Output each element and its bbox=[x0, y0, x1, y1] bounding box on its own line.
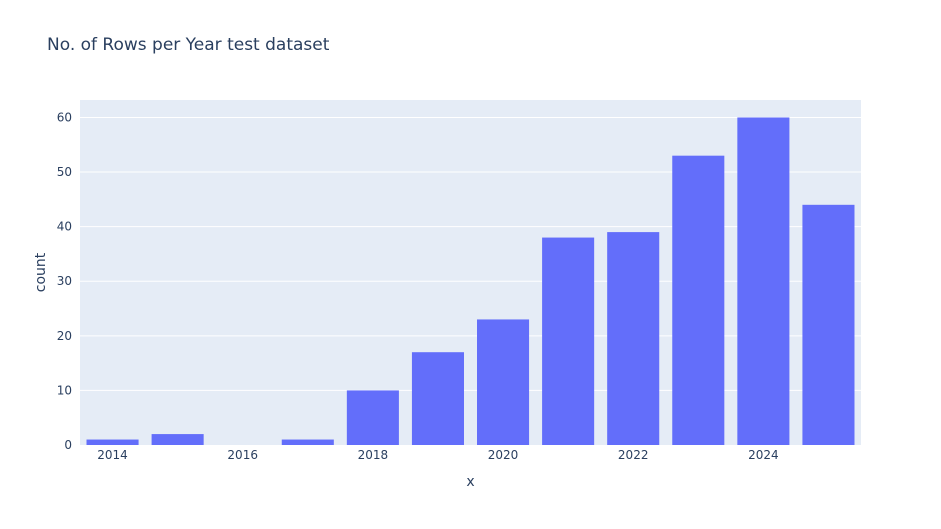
bars bbox=[86, 117, 855, 446]
bar-2025 bbox=[802, 204, 855, 445]
chart-title: No. of Rows per Year test dataset bbox=[47, 35, 330, 55]
bar-2017 bbox=[281, 439, 334, 445]
x-axis-ticks: 2014 2016 2018 2020 2022 2024 bbox=[97, 448, 778, 462]
y-tick-label-10: 10 bbox=[57, 383, 72, 397]
bar-2021 bbox=[542, 237, 595, 445]
y-tick-label-30: 30 bbox=[57, 274, 72, 288]
x-axis-label: x bbox=[466, 474, 474, 490]
x-tick-label-2024: 2024 bbox=[748, 448, 779, 462]
grid-lines bbox=[80, 116, 861, 391]
x-tick-label-2020: 2020 bbox=[488, 448, 519, 462]
bar-2014 bbox=[86, 439, 139, 445]
y-tick-label-50: 50 bbox=[57, 165, 72, 179]
x-tick-label-2016: 2016 bbox=[227, 448, 258, 462]
bar-2022 bbox=[607, 232, 660, 445]
x-tick-label-2022: 2022 bbox=[618, 448, 649, 462]
y-tick-label-20: 20 bbox=[57, 329, 72, 343]
bar-2020 bbox=[477, 319, 530, 445]
bar-2015 bbox=[151, 434, 204, 445]
y-axis-label: count bbox=[33, 252, 49, 292]
bar-2019 bbox=[411, 352, 464, 445]
y-tick-label-40: 40 bbox=[57, 220, 72, 234]
x-tick-label-2014: 2014 bbox=[97, 448, 128, 462]
x-tick-label-2018: 2018 bbox=[358, 448, 389, 462]
y-tick-label-0: 0 bbox=[64, 438, 72, 452]
y-axis-ticks: 0 10 20 30 40 50 60 bbox=[57, 110, 72, 452]
bar-2024 bbox=[737, 117, 790, 445]
plot-area bbox=[80, 100, 861, 445]
bar-2018 bbox=[346, 390, 399, 445]
bar-2023 bbox=[672, 155, 725, 446]
y-tick-label-60: 60 bbox=[57, 110, 72, 124]
